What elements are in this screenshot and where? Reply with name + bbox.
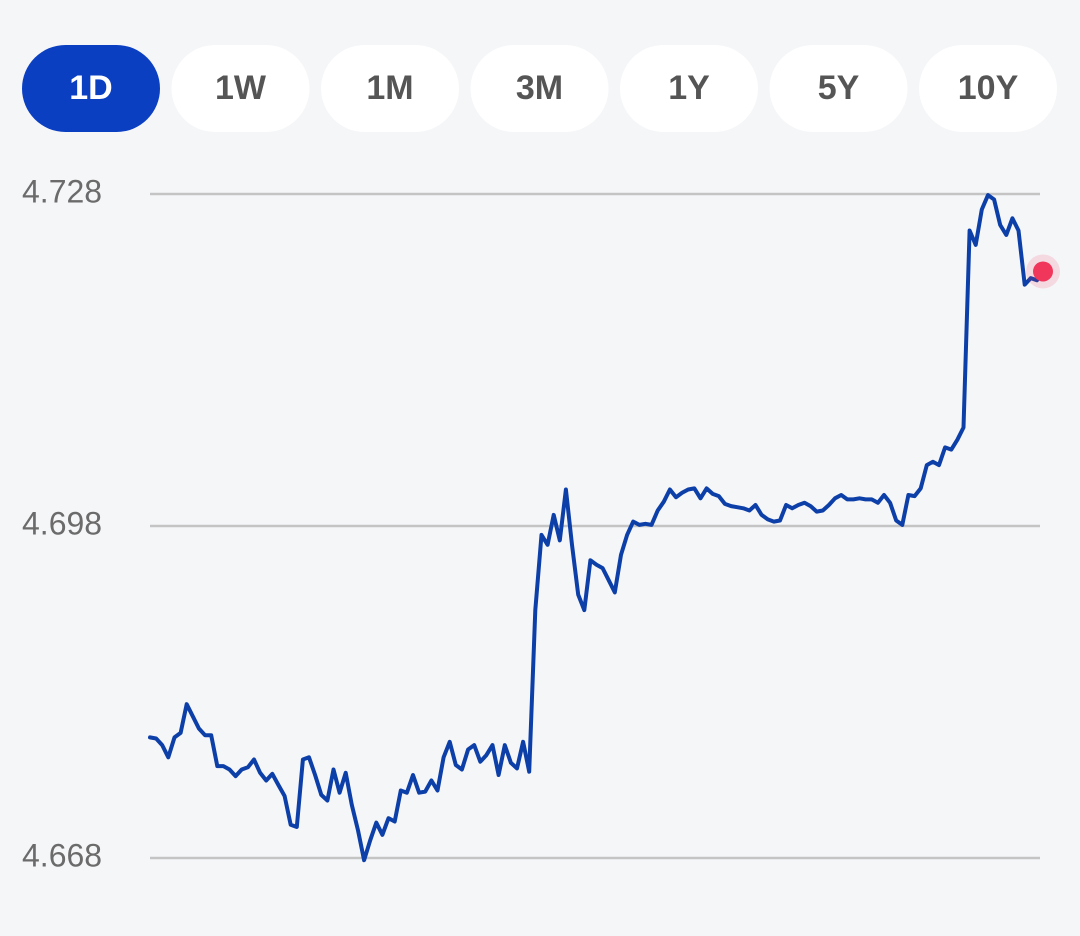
y-tick-label: 4.698 xyxy=(22,505,102,541)
tab-label[interactable]: 1Y xyxy=(668,69,710,107)
tick-label-bg xyxy=(16,174,116,214)
price-line xyxy=(148,193,1045,863)
tab-label[interactable]: 1M xyxy=(366,69,413,107)
tab-label[interactable]: 1D xyxy=(69,69,112,107)
last-point xyxy=(1033,261,1053,282)
tick-label-bg xyxy=(16,838,116,878)
tab-label[interactable]: 3M xyxy=(516,69,563,107)
tab-label[interactable]: 10Y xyxy=(958,69,1019,107)
tab-button[interactable] xyxy=(22,45,160,132)
y-tick-label: 4.728 xyxy=(22,173,102,209)
tab-button[interactable] xyxy=(321,45,459,132)
tab-button[interactable] xyxy=(919,45,1057,132)
y-tick-label: 4.668 xyxy=(22,837,102,873)
tab-button[interactable] xyxy=(171,45,310,132)
tick-label-bg xyxy=(16,506,116,546)
tab-label[interactable]: 5Y xyxy=(818,69,860,107)
tab-button[interactable] xyxy=(470,45,609,132)
tab-label[interactable]: 1W xyxy=(215,69,267,107)
tab-button[interactable] xyxy=(769,45,908,132)
tab-button[interactable] xyxy=(620,45,758,132)
